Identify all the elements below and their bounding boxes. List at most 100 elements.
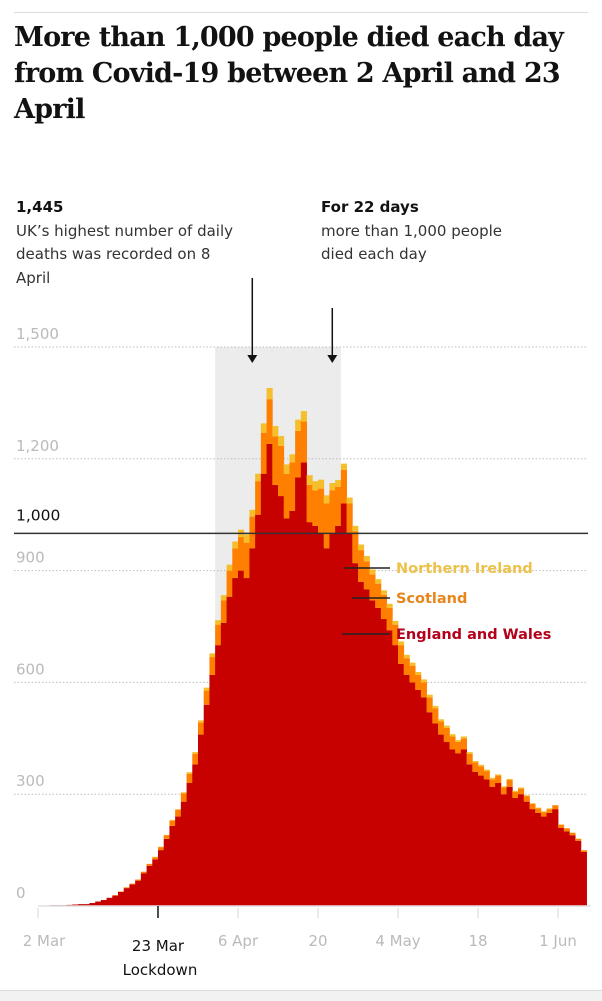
bar-england-wales xyxy=(507,787,513,906)
bar-england-wales xyxy=(329,533,335,906)
bar-northern-ireland xyxy=(507,779,513,780)
bar-england-wales xyxy=(169,826,175,906)
bar-england-wales xyxy=(375,608,381,906)
bar-england-wales xyxy=(398,664,404,906)
bar-england-wales xyxy=(347,533,353,906)
y-tick-label: 1,500 xyxy=(16,325,59,343)
bar-northern-ireland xyxy=(278,436,284,446)
bar-england-wales xyxy=(164,839,170,906)
bar-northern-ireland xyxy=(512,791,518,792)
bar-england-wales xyxy=(255,515,261,906)
bar-northern-ireland xyxy=(524,795,530,796)
bar-scotland xyxy=(501,787,507,794)
bar-northern-ireland xyxy=(387,604,393,608)
bar-northern-ireland xyxy=(175,809,181,810)
bar-england-wales xyxy=(409,682,415,906)
bar-scotland xyxy=(135,880,141,881)
x-tick-label: 2 Mar xyxy=(23,932,66,950)
bar-scotland xyxy=(484,771,490,779)
bar-england-wales xyxy=(124,888,130,906)
bar-scotland xyxy=(181,793,187,801)
bar-england-wales xyxy=(449,749,455,906)
bar-scotland xyxy=(409,666,415,683)
bar-scotland xyxy=(238,537,244,571)
bar-scotland xyxy=(569,833,575,835)
bar-scotland xyxy=(187,774,193,783)
bar-northern-ireland xyxy=(461,736,467,738)
bar-england-wales xyxy=(249,548,255,906)
bar-scotland xyxy=(518,789,524,795)
bar-england-wales xyxy=(484,779,490,906)
y-tick-label: 0 xyxy=(16,884,26,902)
bar-scotland xyxy=(358,550,364,582)
bar-scotland xyxy=(415,675,421,690)
bar-england-wales xyxy=(472,772,478,906)
x-tick-label: 6 Apr xyxy=(218,932,259,950)
bar-scotland xyxy=(158,847,164,850)
bar-scotland xyxy=(495,776,501,783)
bar-england-wales xyxy=(221,623,227,906)
bar-england-wales xyxy=(564,831,570,906)
bar-england-wales xyxy=(244,578,250,906)
bar-scotland xyxy=(512,792,518,798)
bar-northern-ireland xyxy=(272,426,278,436)
bar-northern-ireland xyxy=(307,475,313,485)
bar-northern-ireland xyxy=(335,480,341,487)
bar-northern-ireland xyxy=(324,495,330,503)
bar-england-wales xyxy=(489,787,495,906)
bar-northern-ireland xyxy=(249,510,255,517)
bar-england-wales xyxy=(147,866,153,906)
bar-scotland xyxy=(175,810,181,817)
bar-england-wales xyxy=(324,548,330,906)
bar-england-wales xyxy=(192,764,198,906)
bar-scotland xyxy=(541,812,547,816)
bar-scotland xyxy=(318,489,324,534)
bar-england-wales xyxy=(352,563,358,906)
legend-northern-ireland: Northern Ireland xyxy=(396,561,533,577)
bar-scotland xyxy=(221,600,227,622)
bar-england-wales xyxy=(135,881,141,906)
bar-scotland xyxy=(295,431,301,478)
bar-northern-ireland xyxy=(209,653,215,657)
bar-scotland xyxy=(329,490,335,533)
bar-england-wales xyxy=(261,474,267,906)
bar-scotland xyxy=(432,708,438,723)
bar-scotland xyxy=(341,470,347,504)
bar-northern-ireland xyxy=(432,706,438,709)
bar-england-wales xyxy=(529,809,535,906)
bar-northern-ireland xyxy=(329,483,335,490)
bar-scotland xyxy=(129,884,135,885)
y-tick-label: 300 xyxy=(16,772,45,790)
bar-scotland xyxy=(581,850,587,851)
bar-northern-ireland xyxy=(438,719,444,721)
bar-northern-ireland xyxy=(289,454,295,462)
bar-northern-ireland xyxy=(244,534,250,542)
bar-scotland xyxy=(478,766,484,775)
bar-northern-ireland xyxy=(352,526,358,532)
bar-northern-ireland xyxy=(409,663,415,666)
bar-england-wales xyxy=(158,850,164,906)
bar-england-wales xyxy=(364,589,370,906)
bar-england-wales xyxy=(101,900,107,906)
bar-scotland xyxy=(198,723,204,735)
bar-scotland xyxy=(467,754,473,764)
bar-northern-ireland xyxy=(181,792,187,793)
bar-northern-ireland xyxy=(215,620,221,624)
bar-northern-ireland xyxy=(295,420,301,431)
bar-scotland xyxy=(307,485,313,522)
bar-northern-ireland xyxy=(261,423,267,432)
bar-england-wales xyxy=(421,697,427,906)
bar-scotland xyxy=(575,839,581,841)
bar-england-wales xyxy=(284,518,290,906)
bar-northern-ireland xyxy=(547,808,553,809)
bar-england-wales xyxy=(289,511,295,906)
bar-england-wales xyxy=(461,749,467,906)
bar-northern-ireland xyxy=(192,752,198,754)
bar-england-wales xyxy=(232,578,238,906)
bar-england-wales xyxy=(495,783,501,906)
bar-northern-ireland xyxy=(467,752,473,754)
bar-england-wales xyxy=(569,835,575,906)
bar-northern-ireland xyxy=(284,464,290,473)
bar-scotland xyxy=(347,504,353,534)
bar-scotland xyxy=(421,682,427,697)
